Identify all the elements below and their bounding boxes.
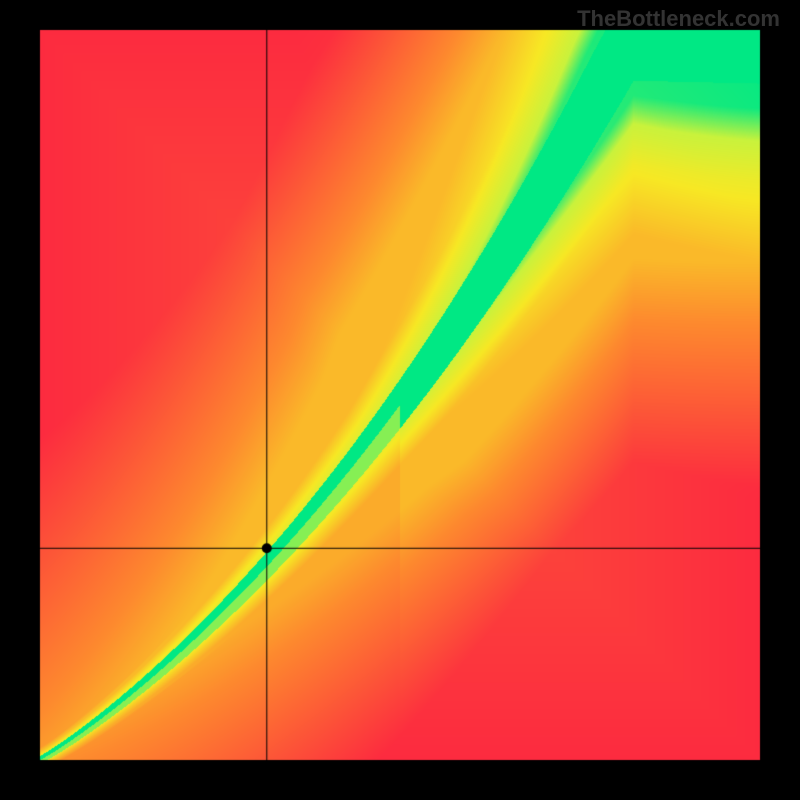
bottleneck-heatmap bbox=[0, 0, 800, 800]
chart-container: TheBottleneck.com bbox=[0, 0, 800, 800]
watermark-text: TheBottleneck.com bbox=[577, 6, 780, 32]
